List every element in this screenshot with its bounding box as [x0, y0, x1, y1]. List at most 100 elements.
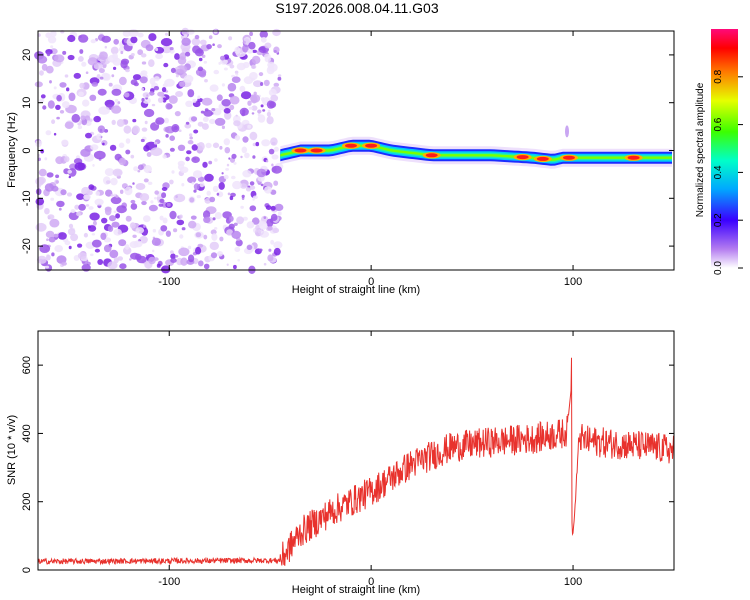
- noise-blob: [110, 46, 119, 55]
- noise-blob: [160, 38, 173, 47]
- noise-blob: [101, 35, 111, 43]
- noise-blob: [208, 160, 213, 165]
- noise-blob: [185, 100, 194, 108]
- noise-blob: [80, 148, 91, 157]
- noise-blob: [101, 217, 108, 224]
- noise-blob: [147, 181, 153, 185]
- noise-blob: [204, 79, 208, 83]
- noise-blob: [179, 234, 184, 239]
- noise-blob: [237, 259, 240, 262]
- noise-blob: [64, 156, 70, 163]
- noise-blob: [212, 142, 220, 149]
- noise-blob: [54, 54, 65, 63]
- noise-blob: [97, 88, 107, 96]
- noise-blob: [170, 67, 176, 74]
- noise-blob: [161, 192, 167, 199]
- noise-blob: [202, 161, 208, 168]
- noise-blob: [231, 230, 241, 239]
- noise-blob: [77, 243, 83, 248]
- noise-blob: [140, 138, 145, 143]
- noise-blob: [266, 218, 274, 228]
- ridge-blip: [565, 125, 569, 138]
- noise-blob: [117, 230, 122, 235]
- noise-blob: [55, 180, 59, 184]
- noise-blob: [214, 117, 226, 126]
- noise-blob: [125, 149, 131, 155]
- noise-blob: [131, 53, 135, 57]
- noise-blob: [267, 226, 273, 231]
- noise-blob: [221, 99, 231, 107]
- noise-blob: [89, 118, 93, 122]
- noise-blob: [117, 256, 123, 261]
- noise-blob: [183, 74, 194, 83]
- ridge-hotspot: [310, 148, 323, 153]
- noise-blob: [226, 263, 229, 266]
- noise-blob: [139, 193, 150, 202]
- noise-blob: [90, 39, 97, 44]
- noise-blob: [188, 220, 197, 229]
- noise-blob: [73, 72, 82, 79]
- noise-blob: [60, 189, 67, 196]
- noise-blob: [39, 244, 51, 254]
- noise-blob: [272, 28, 281, 37]
- noise-blob: [54, 245, 63, 253]
- noise-blob: [129, 241, 139, 249]
- noise-blob: [170, 250, 174, 255]
- noise-blob: [67, 34, 76, 43]
- noise-blob: [145, 254, 148, 257]
- noise-blob: [85, 71, 89, 74]
- snr-x-tick-label: -100: [158, 576, 180, 588]
- noise-blob: [64, 121, 74, 129]
- colorbar-tick-label: 0.4: [713, 165, 724, 179]
- ridge-hotspot: [627, 155, 640, 160]
- noise-blob: [239, 107, 249, 116]
- noise-blob: [243, 61, 250, 69]
- noise-blob: [130, 36, 138, 44]
- noise-blob: [165, 103, 172, 110]
- spectrogram-x-label: Height of straight line (km): [292, 284, 420, 296]
- noise-blob: [45, 130, 52, 136]
- noise-blob: [51, 185, 59, 192]
- noise-blob: [264, 42, 272, 49]
- noise-blob: [249, 31, 254, 37]
- noise-blob: [97, 259, 104, 265]
- noise-blob: [266, 116, 274, 125]
- noise-blob: [55, 104, 61, 110]
- noise-blob: [270, 137, 278, 146]
- noise-blob: [67, 54, 75, 61]
- noise-blob: [135, 183, 146, 190]
- noise-blob: [266, 66, 275, 75]
- noise-blob: [181, 27, 190, 36]
- noise-blob: [203, 210, 211, 219]
- noise-blob: [57, 232, 67, 240]
- noise-blob: [247, 100, 252, 106]
- noise-blob: [81, 61, 87, 67]
- noise-blob: [223, 108, 231, 114]
- noise-blob: [116, 119, 125, 127]
- noise-blob: [90, 253, 94, 257]
- noise-blob: [199, 39, 207, 45]
- noise-blob: [111, 221, 120, 228]
- noise-blob: [187, 245, 192, 250]
- noise-blob: [80, 115, 86, 121]
- noise-blob: [161, 187, 168, 191]
- noise-blob: [35, 222, 47, 232]
- noise-blob: [259, 30, 268, 39]
- noise-blob: [267, 109, 271, 113]
- noise-blob: [118, 142, 125, 149]
- noise-blob: [191, 156, 200, 163]
- noise-blob: [179, 166, 189, 173]
- noise-blob: [249, 181, 255, 186]
- noise-blob: [214, 227, 218, 230]
- noise-blob: [198, 70, 207, 78]
- noise-blob: [273, 82, 280, 87]
- noise-blob: [143, 224, 146, 228]
- noise-blob: [124, 186, 133, 196]
- noise-blob: [242, 136, 249, 143]
- noise-blob: [179, 81, 185, 87]
- noise-region: [34, 27, 284, 274]
- noise-blob: [41, 63, 48, 71]
- noise-blob: [153, 86, 160, 91]
